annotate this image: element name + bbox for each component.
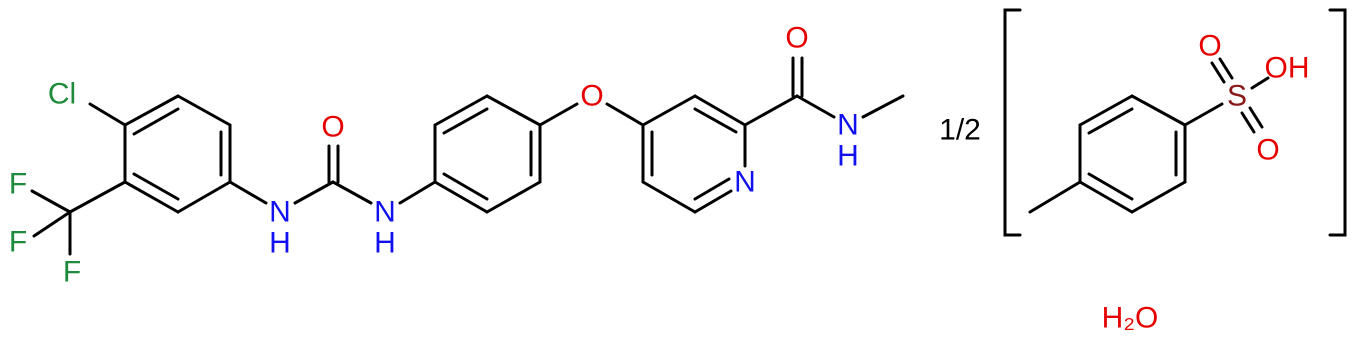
- atom-label: O: [785, 22, 808, 55]
- atom-label: O: [1256, 134, 1279, 167]
- ratio-label: 1/2: [939, 114, 981, 147]
- atom-label: H: [837, 140, 859, 173]
- atom-label: Cl: [48, 78, 76, 111]
- atom-label: N: [837, 109, 859, 142]
- atom-label: O: [321, 111, 344, 144]
- bonds: [30, 8, 1347, 256]
- water-label: H₂O: [1102, 302, 1159, 335]
- atom-label: F: [9, 226, 27, 259]
- atom-label: N: [734, 166, 756, 199]
- atom-label: N: [269, 196, 291, 229]
- atom-label: OH: [1265, 52, 1310, 85]
- atom-label: N: [374, 196, 396, 229]
- atom-label: F: [63, 256, 81, 289]
- atom-label: S: [1227, 80, 1247, 113]
- atom-label: H: [374, 227, 396, 260]
- atom-label: O: [580, 80, 603, 113]
- atom-label: H: [269, 227, 291, 260]
- atom-label: F: [9, 168, 27, 201]
- atom-label: O: [1198, 30, 1221, 63]
